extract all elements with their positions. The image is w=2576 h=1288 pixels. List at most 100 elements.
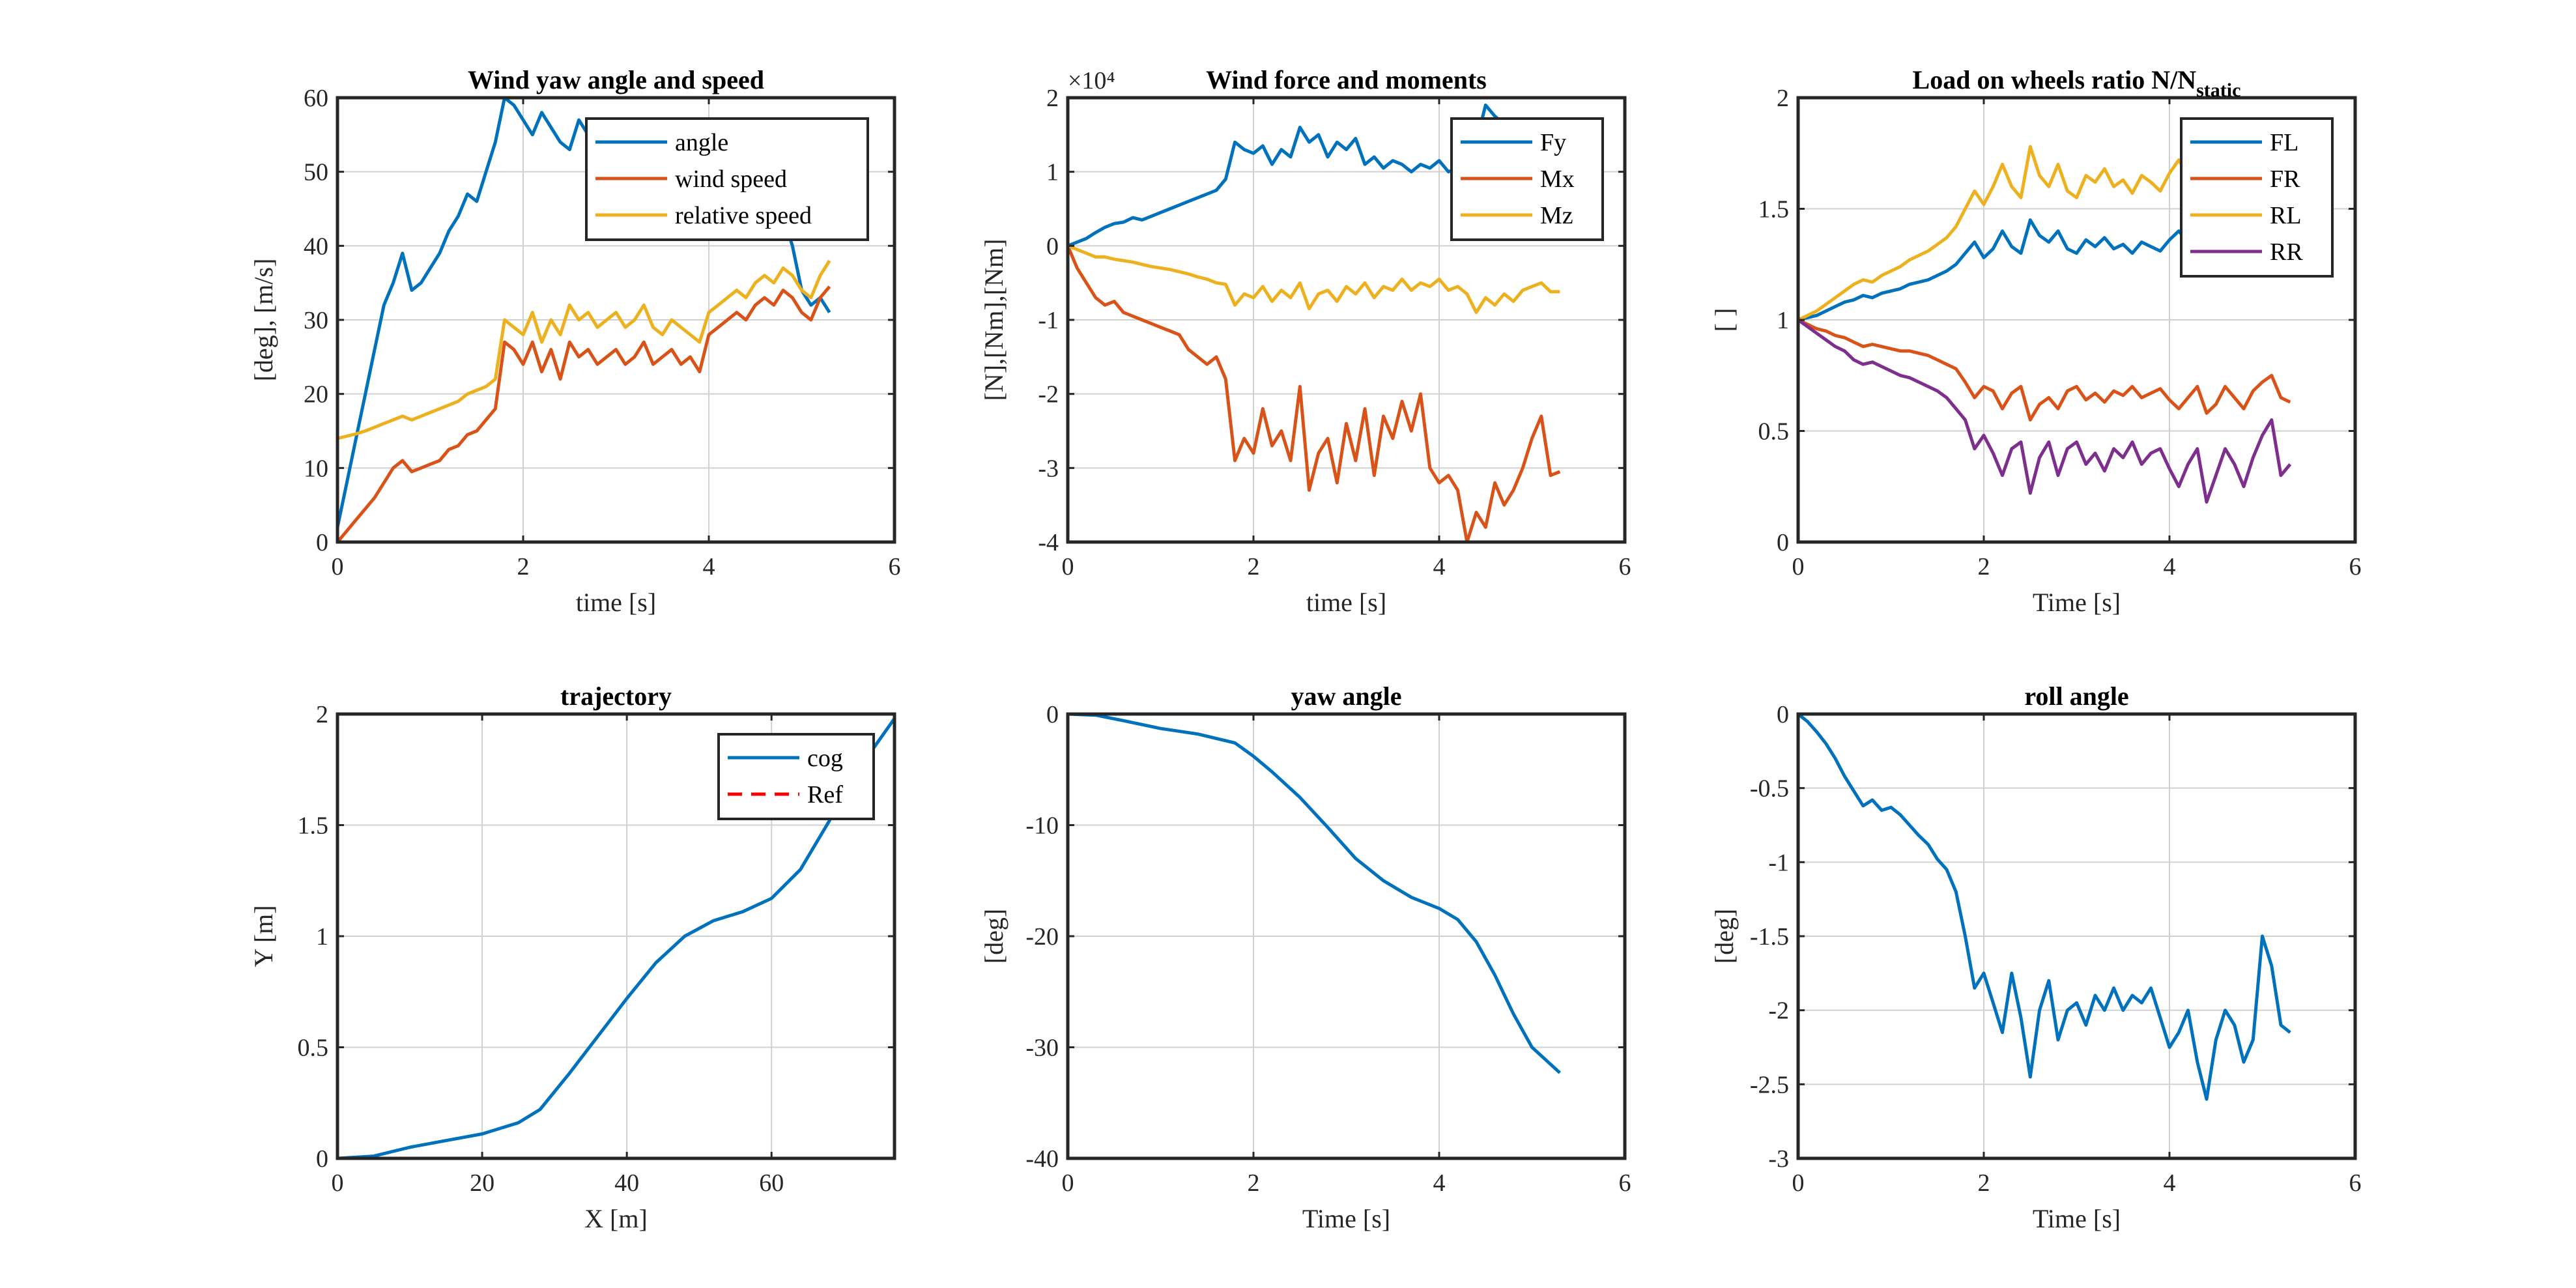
chart-title-subscript: static [2196,79,2240,101]
y-tick-label: 0.5 [1758,418,1790,446]
legend-entry: Ref [807,781,843,809]
x-tick-label: 2 [1978,553,1990,580]
axes-frame [336,712,896,1160]
x-axis-label: time [s] [576,588,656,617]
y-tick-label: 50 [304,159,328,186]
y-axis-label: [N],[Nm],[Nm] [979,239,1009,401]
x-tick-label: 2 [1248,1169,1260,1197]
series-line-relative-speed [337,259,831,440]
y-axis-label: [ ] [1710,308,1739,332]
y-tick-label: 0 [316,529,328,556]
y-tick-label: 0 [1777,529,1789,556]
y-tick-label: -2 [1038,381,1059,408]
legend: FL FR RL RR [2180,117,2334,278]
legend-entry: FR [2270,165,2300,193]
y-tick-label: -30 [1025,1035,1059,1062]
x-axis-label: X [m] [584,1204,648,1233]
x-tick-label: 60 [759,1169,784,1197]
legend-entry: wind speed [675,165,787,193]
x-tick-label: 4 [2164,553,2176,580]
y-tick-label: -20 [1025,923,1059,951]
y-tick-label: -40 [1025,1145,1059,1173]
y-tick-label: 2 [1046,85,1059,112]
y-tick-label: 0.5 [298,1035,329,1062]
y-tick-label: -3 [1768,1145,1789,1173]
x-tick-label: 2 [517,553,530,580]
subplot-6: 0 2 4 6 -3 -2.5 -2 -1.5 -1 -0.5 0 roll angle Time [s… [1710,681,2362,1233]
series-line-fr [1798,318,2291,422]
legend-entry: Mz [1540,202,1573,229]
legend: Fy Mx Mz [1450,117,1604,241]
y-tick-label: 1.5 [1758,196,1790,223]
y-tick-label: 40 [304,233,328,260]
x-tick-label: 20 [470,1169,494,1197]
x-tick-label: 6 [2349,553,2362,580]
y-tick-label: 30 [304,307,328,334]
y-tick-label: 10 [304,455,328,482]
y-tick-label: -3 [1038,455,1059,482]
series-line-data [1068,714,1561,1074]
y-tick-label: -0.5 [1750,775,1789,803]
x-axis-label: time [s] [1306,588,1386,617]
y-tick-label: 60 [304,85,328,112]
axes-frame [1066,96,1627,544]
x-tick-label: 0 [1792,1169,1805,1197]
y-tick-label: 0 [1046,701,1059,728]
y-axis-label: [deg] [979,909,1009,964]
y-tick-label: -4 [1038,529,1059,556]
chart-title: Load on wheels ratio N/Nstatic [1913,65,2241,101]
x-tick-label: 0 [332,1169,344,1197]
y-tick-label: 0 [316,1145,328,1173]
y-tick-label: 1.5 [298,812,329,840]
y-tick-label: 0 [1777,701,1789,728]
chart-title: roll angle [2024,681,2128,711]
x-tick-label: 4 [2164,1169,2176,1197]
axes-frame [1066,712,1627,1160]
subplot-5: 0 2 4 6 -40 -30 -20 -10 0 yaw angle Time [s] [deg] [979,681,1631,1233]
y-tick-label: 2 [316,701,328,728]
subplot-2: 0 2 4 6 -4 -3 -2 -1 0 1 2 Wind force and moments ×10… [979,65,1631,617]
y-axis-label: [deg], [m/s] [249,259,278,382]
legend-entry: relative speed [675,202,812,229]
series-line-cog [337,717,894,1158]
legend-entry: angle [675,129,728,156]
y-tick-label: 1 [316,923,328,951]
x-axis-label: Time [s] [1302,1204,1390,1233]
series-line-mx [1068,245,1561,542]
x-tick-label: 0 [1062,553,1074,580]
axes-frame [336,96,896,544]
series-line-rr [1798,318,2292,504]
y-tick-label: 20 [304,381,328,408]
legend-box [717,733,875,820]
legend-entry: FL [2270,129,2298,156]
x-tick-label: 6 [1619,553,1631,580]
y-tick-label: 2 [1777,85,1789,112]
y-axis-label: [deg] [1710,909,1739,964]
x-tick-label: 2 [1248,553,1260,580]
legend: cog Ref [717,733,875,820]
y-tick-label: 1 [1046,159,1059,186]
x-tick-label: 0 [1062,1169,1074,1197]
subplot-3: 0 2 4 6 0 0.5 1 1.5 2 Load on wheels ratio N/Nsta… [1710,65,2362,617]
axes-frame [1796,712,2357,1160]
legend: angle wind speed relative speed [585,117,869,241]
x-tick-label: 6 [889,553,901,580]
chart-title: yaw angle [1291,681,1402,711]
legend-entry: cog [807,745,843,772]
y-tick-label: -2.5 [1750,1071,1789,1098]
y-tick-label: -1.5 [1750,923,1789,951]
subplot-4: 0 20 40 60 0 0.5 1 1.5 2 trajectory X [m] Y [m] cog R… [249,681,896,1233]
x-tick-label: 4 [1433,1169,1446,1197]
legend-entry: Mx [1540,165,1575,193]
x-tick-label: 2 [1978,1169,1990,1197]
legend-entry: RL [2270,202,2302,229]
series-line-wind-speed [337,285,831,542]
legend-entry: Fy [1540,129,1566,156]
axes-frame [1796,96,2357,544]
x-tick-label: 6 [1619,1169,1631,1197]
x-tick-label: 0 [332,553,344,580]
x-tick-label: 40 [614,1169,639,1197]
chart-title: trajectory [560,681,672,711]
